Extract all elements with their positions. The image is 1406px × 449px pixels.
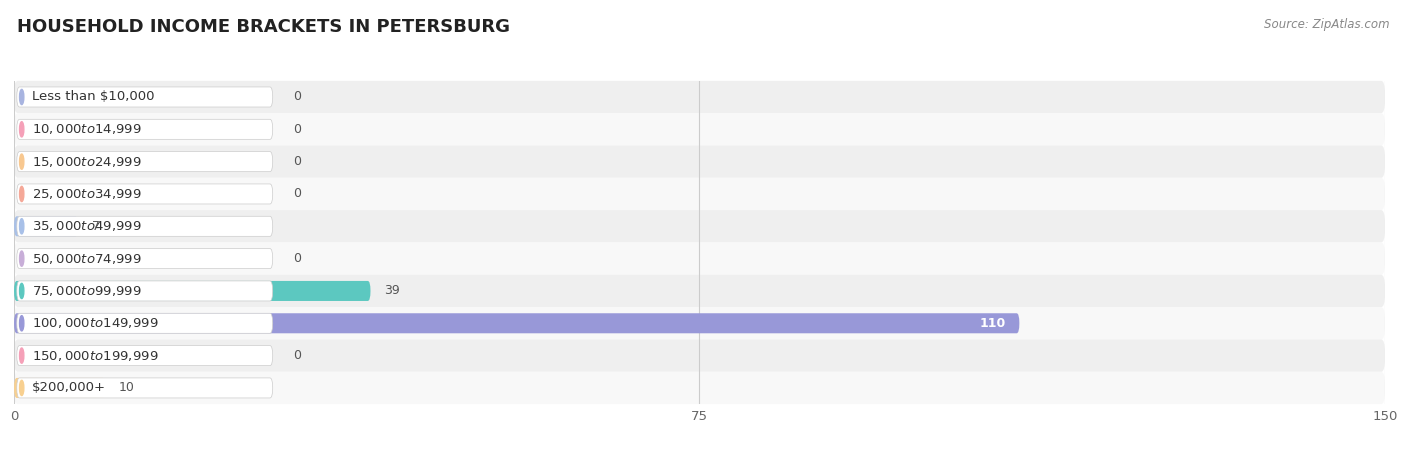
FancyBboxPatch shape — [17, 249, 273, 269]
Text: 110: 110 — [980, 317, 1005, 330]
Text: Source: ZipAtlas.com: Source: ZipAtlas.com — [1264, 18, 1389, 31]
FancyBboxPatch shape — [14, 313, 1019, 333]
FancyBboxPatch shape — [14, 210, 1385, 242]
Circle shape — [20, 348, 24, 363]
FancyBboxPatch shape — [17, 152, 273, 172]
FancyBboxPatch shape — [14, 113, 1385, 145]
Circle shape — [20, 380, 24, 396]
FancyBboxPatch shape — [14, 372, 1385, 404]
Text: $50,000 to $74,999: $50,000 to $74,999 — [32, 251, 142, 266]
FancyBboxPatch shape — [14, 216, 79, 236]
Text: 0: 0 — [292, 91, 301, 103]
Text: HOUSEHOLD INCOME BRACKETS IN PETERSBURG: HOUSEHOLD INCOME BRACKETS IN PETERSBURG — [17, 18, 510, 36]
Text: $10,000 to $14,999: $10,000 to $14,999 — [32, 122, 142, 136]
Circle shape — [20, 219, 24, 234]
FancyBboxPatch shape — [17, 87, 273, 107]
FancyBboxPatch shape — [14, 81, 1385, 113]
Circle shape — [20, 283, 24, 299]
Text: $150,000 to $199,999: $150,000 to $199,999 — [32, 348, 159, 363]
Text: $25,000 to $34,999: $25,000 to $34,999 — [32, 187, 142, 201]
FancyBboxPatch shape — [14, 275, 1385, 307]
Circle shape — [20, 154, 24, 169]
FancyBboxPatch shape — [17, 346, 273, 365]
FancyBboxPatch shape — [17, 313, 273, 333]
Text: 0: 0 — [292, 188, 301, 200]
Text: 0: 0 — [292, 252, 301, 265]
Text: 7: 7 — [91, 220, 100, 233]
Circle shape — [20, 122, 24, 137]
Text: $100,000 to $149,999: $100,000 to $149,999 — [32, 316, 159, 330]
Text: 0: 0 — [292, 349, 301, 362]
Text: $75,000 to $99,999: $75,000 to $99,999 — [32, 284, 142, 298]
FancyBboxPatch shape — [17, 281, 273, 301]
Circle shape — [20, 186, 24, 202]
Text: 0: 0 — [292, 123, 301, 136]
FancyBboxPatch shape — [14, 145, 1385, 178]
Text: 0: 0 — [292, 155, 301, 168]
Circle shape — [20, 251, 24, 266]
Text: $15,000 to $24,999: $15,000 to $24,999 — [32, 154, 142, 169]
FancyBboxPatch shape — [17, 216, 273, 236]
FancyBboxPatch shape — [14, 339, 1385, 372]
Circle shape — [20, 316, 24, 331]
FancyBboxPatch shape — [14, 281, 371, 301]
FancyBboxPatch shape — [14, 307, 1385, 339]
FancyBboxPatch shape — [14, 178, 1385, 210]
Text: 39: 39 — [384, 285, 399, 297]
FancyBboxPatch shape — [17, 378, 273, 398]
Text: 10: 10 — [120, 382, 135, 394]
Text: $35,000 to $49,999: $35,000 to $49,999 — [32, 219, 142, 233]
Text: Less than $10,000: Less than $10,000 — [32, 91, 155, 103]
FancyBboxPatch shape — [14, 242, 1385, 275]
Text: $200,000+: $200,000+ — [32, 382, 105, 394]
FancyBboxPatch shape — [17, 184, 273, 204]
Circle shape — [20, 89, 24, 105]
FancyBboxPatch shape — [17, 119, 273, 139]
FancyBboxPatch shape — [14, 378, 105, 398]
